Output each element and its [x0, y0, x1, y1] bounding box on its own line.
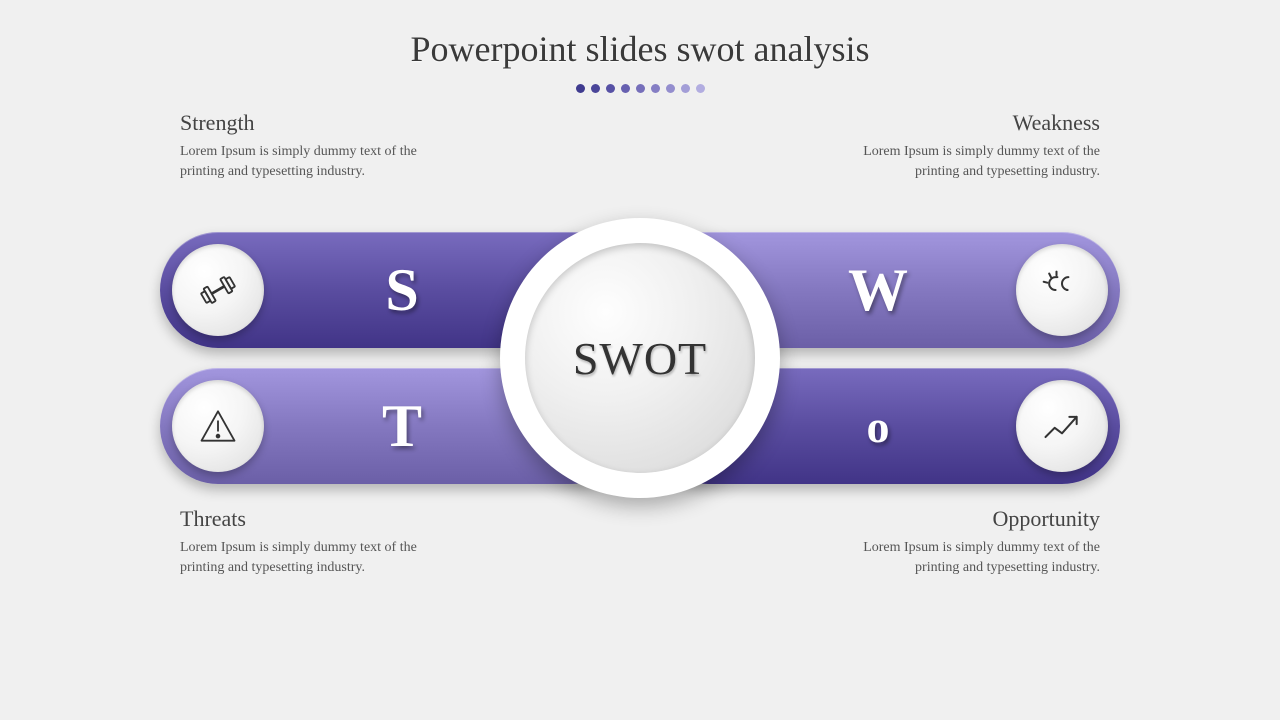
center-circle: SWOT: [500, 218, 780, 498]
label-title-threats: Threats: [180, 506, 460, 532]
decorative-dot: [636, 84, 645, 93]
decorative-dot: [621, 84, 630, 93]
center-inner: SWOT: [525, 243, 755, 473]
decorative-dot: [606, 84, 615, 93]
decorative-dot: [651, 84, 660, 93]
label-title-strength: Strength: [180, 110, 460, 136]
label-weakness: Weakness Lorem Ipsum is simply dummy tex…: [820, 110, 1100, 181]
warning-icon: [172, 380, 264, 472]
label-opportunity: Opportunity Lorem Ipsum is simply dummy …: [820, 506, 1100, 577]
center-label: SWOT: [573, 332, 707, 385]
slide-title: Powerpoint slides swot analysis: [0, 0, 1280, 70]
decorative-dot: [666, 84, 675, 93]
trend-up-icon: [1016, 380, 1108, 472]
label-desc-threats: Lorem Ipsum is simply dummy text of the …: [180, 538, 460, 577]
dumbbell-icon: [172, 244, 264, 336]
decorative-dot: [696, 84, 705, 93]
decorative-dot: [576, 84, 585, 93]
decorative-dot: [591, 84, 600, 93]
broken-link-icon: [1016, 244, 1108, 336]
label-desc-opportunity: Lorem Ipsum is simply dummy text of the …: [820, 538, 1100, 577]
swot-diagram: S W T o: [160, 200, 1120, 580]
label-threats: Threats Lorem Ipsum is simply dummy text…: [180, 506, 460, 577]
decorative-dots: [0, 80, 1280, 98]
label-desc-weakness: Lorem Ipsum is simply dummy text of the …: [820, 142, 1100, 181]
label-title-opportunity: Opportunity: [820, 506, 1100, 532]
label-desc-strength: Lorem Ipsum is simply dummy text of the …: [180, 142, 460, 181]
label-strength: Strength Lorem Ipsum is simply dummy tex…: [180, 110, 460, 181]
label-title-weakness: Weakness: [820, 110, 1100, 136]
decorative-dot: [681, 84, 690, 93]
